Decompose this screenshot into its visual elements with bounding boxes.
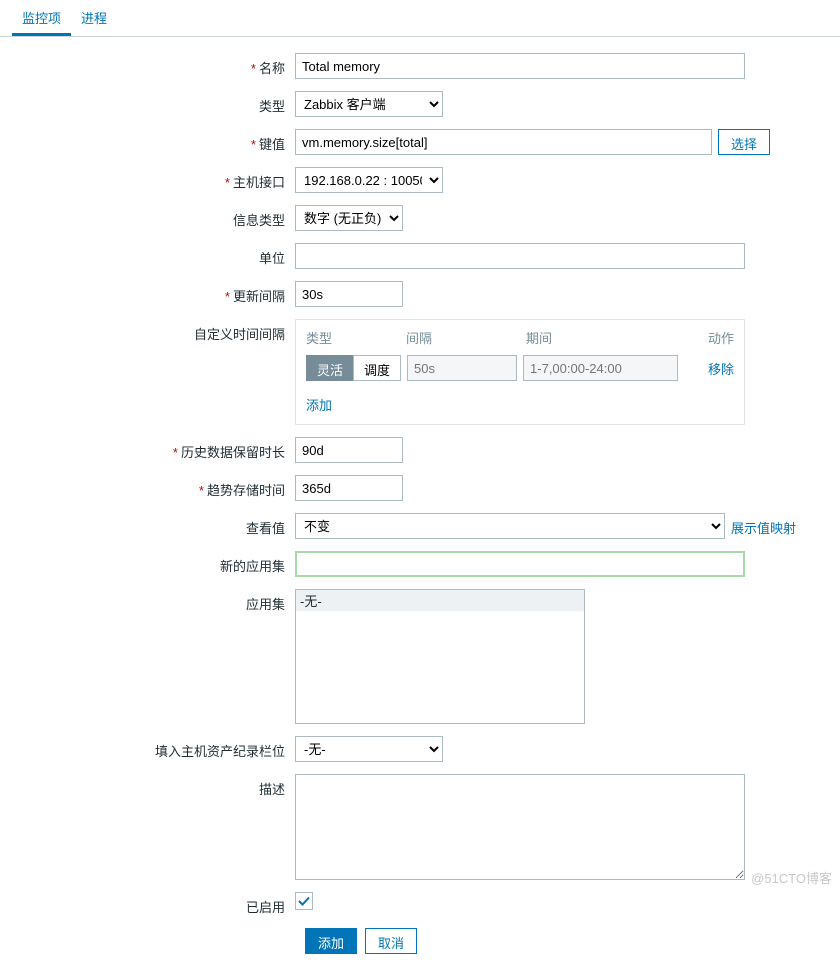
item-form: *名称 类型 Zabbix 客户端 *键值 选择 *主机接口 192.168.0…	[0, 37, 840, 970]
app-option-none[interactable]: -无-	[296, 590, 584, 611]
label-custom-intervals: 自定义时间间隔	[12, 319, 295, 343]
header-interval: 间隔	[406, 328, 526, 347]
add-button[interactable]: 添加	[305, 928, 357, 954]
add-interval-link[interactable]: 添加	[306, 398, 332, 413]
label-inventory: 填入主机资产纪录栏位	[12, 736, 295, 760]
label-name: *名称	[12, 53, 295, 77]
label-update-interval: *更新间隔	[12, 281, 295, 305]
history-input[interactable]	[295, 437, 403, 463]
enabled-checkbox[interactable]	[295, 892, 313, 910]
cancel-button[interactable]: 取消	[365, 928, 417, 954]
description-textarea[interactable]	[295, 774, 745, 880]
type-select[interactable]: Zabbix 客户端	[295, 91, 443, 117]
header-period: 期间	[526, 328, 696, 347]
name-input[interactable]	[295, 53, 745, 79]
label-host-iface: *主机接口	[12, 167, 295, 191]
form-tabs: 监控项 进程	[0, 0, 840, 37]
info-type-select[interactable]: 数字 (无正负)	[295, 205, 403, 231]
label-units: 单位	[12, 243, 295, 267]
apps-listbox[interactable]: -无-	[295, 589, 585, 724]
flex-toggle-button[interactable]: 灵活	[306, 355, 353, 381]
sched-toggle-button[interactable]: 调度	[353, 355, 401, 381]
label-info-type: 信息类型	[12, 205, 295, 229]
interval-type-toggle: 灵活 调度	[306, 355, 401, 381]
label-apps: 应用集	[12, 589, 295, 613]
update-interval-input[interactable]	[295, 281, 403, 307]
key-input[interactable]	[295, 129, 712, 155]
units-input[interactable]	[295, 243, 745, 269]
custom-intervals-box: 类型 间隔 期间 动作 灵活 调度 移除 添加	[295, 319, 745, 425]
interval-value-input[interactable]	[407, 355, 517, 381]
label-history: *历史数据保留时长	[12, 437, 295, 461]
show-value-select[interactable]: 不变	[295, 513, 725, 539]
trends-input[interactable]	[295, 475, 403, 501]
remove-interval-link[interactable]: 移除	[708, 359, 734, 378]
show-value-map-link[interactable]: 展示值映射	[731, 513, 796, 537]
label-type: 类型	[12, 91, 295, 115]
inventory-select[interactable]: -无-	[295, 736, 443, 762]
host-iface-select[interactable]: 192.168.0.22 : 10050	[295, 167, 443, 193]
label-new-app: 新的应用集	[12, 551, 295, 575]
label-key: *键值	[12, 129, 295, 153]
label-trends: *趋势存储时间	[12, 475, 295, 499]
interval-period-input[interactable]	[523, 355, 678, 381]
header-action: 动作	[696, 328, 734, 347]
tab-monitor[interactable]: 监控项	[12, 0, 71, 36]
label-enabled: 已启用	[12, 892, 295, 916]
check-icon	[298, 895, 310, 907]
header-type: 类型	[306, 328, 406, 347]
label-description: 描述	[12, 774, 295, 798]
select-key-button[interactable]: 选择	[718, 129, 770, 155]
tab-process[interactable]: 进程	[71, 0, 117, 36]
watermark: @51CTO博客	[751, 868, 832, 887]
label-show-value: 查看值	[12, 513, 295, 537]
new-app-input[interactable]	[295, 551, 745, 577]
